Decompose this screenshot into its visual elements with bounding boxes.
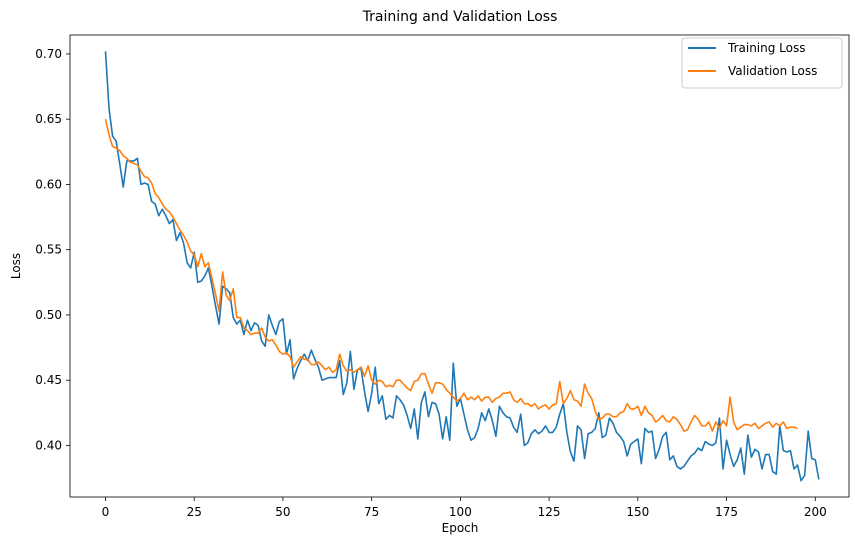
x-tick-label: 75 (364, 505, 379, 519)
x-tick-label: 50 (275, 505, 290, 519)
chart-title: Training and Validation Loss (362, 9, 558, 25)
legend-box (681, 37, 843, 89)
x-tick-label: 200 (804, 505, 827, 519)
legend: Training Loss Validation Loss (681, 37, 843, 89)
y-tick-label: 0.70 (35, 47, 62, 61)
x-tick-label: 150 (626, 505, 649, 519)
y-axis-label: Loss (9, 253, 23, 279)
x-axis-label: Epoch (442, 521, 479, 535)
x-tick-label: 100 (449, 505, 472, 519)
x-tick-label: 125 (538, 505, 561, 519)
plot-area (69, 34, 850, 498)
series-layer (104, 51, 820, 482)
x-tick-label: 175 (715, 505, 738, 519)
y-tick-label: 0.45 (35, 373, 62, 387)
validation-loss-line (104, 119, 798, 432)
y-tick-label: 0.55 (35, 243, 62, 257)
y-tick-label: 0.50 (35, 308, 62, 322)
y-tick-label: 0.65 (35, 112, 62, 126)
legend-label-training: Training Loss (727, 41, 805, 55)
y-tick-label: 0.60 (35, 177, 62, 191)
y-tick-label: 0.40 (35, 438, 62, 452)
x-tick-label: 0 (102, 505, 110, 519)
legend-label-validation: Validation Loss (728, 64, 817, 78)
x-tick-label: 25 (187, 505, 202, 519)
y-axis: 0.40 0.45 0.50 0.55 0.60 0.65 0.70 (35, 47, 70, 452)
x-axis: 0 25 50 75 100 125 150 175 200 (102, 497, 827, 519)
